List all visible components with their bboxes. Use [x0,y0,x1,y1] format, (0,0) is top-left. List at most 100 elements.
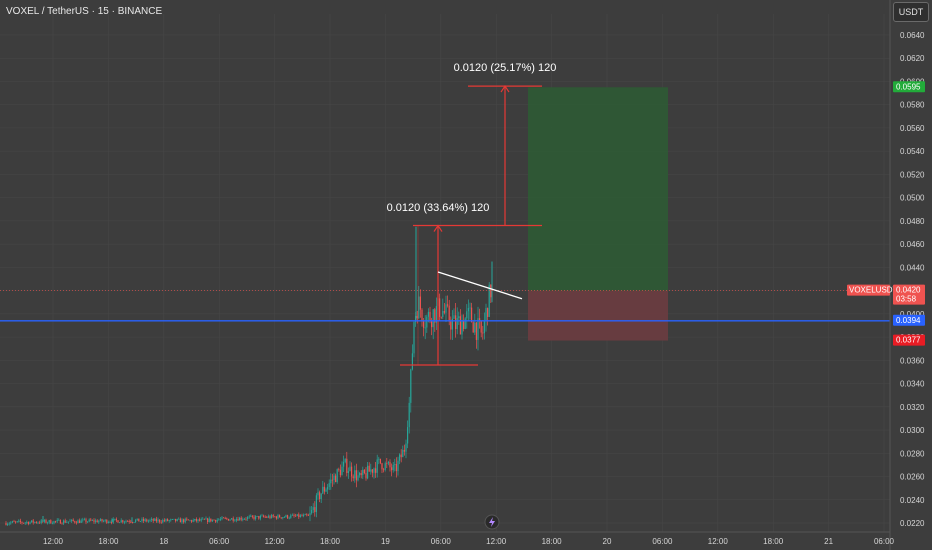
candle [47,521,49,525]
candle-body [402,449,404,458]
candle [328,479,330,490]
candle [152,518,154,523]
candle-body [111,521,113,523]
candle [367,461,369,480]
candle-body [115,518,117,521]
candle-body [453,315,455,319]
price-tag: 0.0394 [893,314,925,326]
candle [175,518,177,523]
candle-body [227,518,229,521]
candle [397,456,399,476]
candle-body [407,427,409,444]
candle-body [426,316,428,328]
candle-body [77,520,79,524]
candle [411,344,413,371]
candle [146,518,148,523]
candle [443,302,445,315]
candle-body [357,475,359,481]
candle [51,521,53,525]
price-tick-label: 0.0460 [900,240,925,249]
currency-button[interactable]: USDT [893,2,929,22]
price-tick-label: 0.0540 [900,147,925,156]
target-zone[interactable] [528,87,668,291]
candle-body [472,322,474,333]
candle-body [362,469,364,476]
candle [442,298,444,320]
candle-body [195,518,197,522]
candle-body [234,520,236,522]
candle [139,520,141,522]
stop-zone[interactable] [528,290,668,341]
candle [127,520,129,522]
candle-body [181,519,183,523]
candle [237,516,239,521]
candle-body [431,320,433,328]
candle [16,520,18,523]
candle [344,458,346,464]
candle-body [24,522,26,524]
candle [235,517,237,523]
candle-body [427,311,429,317]
candle [248,514,250,519]
candle [258,515,260,520]
candle-body [279,515,281,518]
candle [154,517,156,522]
candle-body [315,495,317,513]
candle-body [186,518,188,520]
candle-body [471,307,473,323]
candle [131,521,133,524]
candle-body [95,520,97,522]
candle [378,456,380,465]
candle [223,517,225,519]
candle-body [351,466,353,477]
candle [439,293,441,322]
candle-body [312,507,314,510]
candle [197,519,199,523]
position-zones[interactable] [528,87,668,341]
candle-body [83,519,85,521]
candle [82,517,84,523]
drawing-overlays[interactable] [0,85,890,366]
candle [290,513,292,519]
chart-grid [0,14,890,532]
candle [109,520,111,523]
candle [157,517,159,523]
candle-body [8,523,10,525]
replay-icon[interactable] [484,514,500,530]
candle [74,520,76,524]
candle [408,396,410,434]
candle [115,517,117,523]
price-tick-label: 0.0620 [900,54,925,63]
trend-line[interactable] [437,271,523,300]
candle [391,463,393,477]
candle-body [61,523,63,525]
candle [296,514,298,517]
time-tick-label: 19 [381,537,390,546]
candle-body [85,519,87,523]
time-axis[interactable]: 12:00 18:00 18 06:00 12:00 18:00 19 06:00 12:00 1… [0,531,895,546]
candle-body [88,519,90,522]
candle-body [283,517,285,518]
candle [487,307,489,326]
candle [88,518,90,523]
candle [435,297,437,331]
candle-body [397,460,399,472]
candle-body [296,514,298,517]
price-tag-label: 0.0394 [896,316,921,325]
candle-body [384,463,386,470]
candle [160,519,162,525]
candle [479,308,481,329]
candle-body [199,519,201,521]
candle-body [448,305,450,322]
price-tick-label: 0.0520 [900,170,925,179]
candle-body [298,514,300,518]
candle [322,480,324,495]
candle [15,520,17,524]
symbol-title[interactable]: VOXEL / TetherUS · 15 · BINANCE [6,6,163,17]
candle-body [363,469,365,474]
candle-body [341,466,343,476]
price-tick-label: 0.0220 [900,519,925,528]
candle [55,520,57,524]
candle-body [72,519,74,522]
